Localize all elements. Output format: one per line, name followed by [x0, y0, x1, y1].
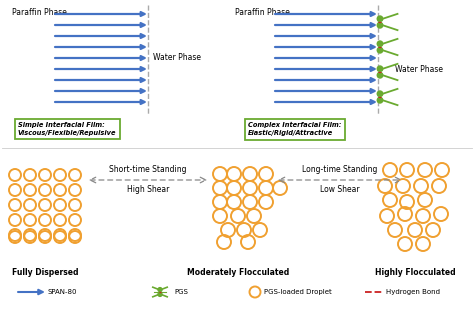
- Text: Simple Interfacial Film:
Viscous/Flexible/Repulsive: Simple Interfacial Film: Viscous/Flexibl…: [18, 122, 117, 136]
- Circle shape: [377, 16, 383, 21]
- Text: PGS: PGS: [174, 289, 188, 295]
- Circle shape: [377, 22, 383, 28]
- Text: Water Phase: Water Phase: [395, 66, 443, 75]
- Text: Water Phase: Water Phase: [153, 53, 201, 63]
- Circle shape: [158, 288, 162, 292]
- Text: Paraffin Phase: Paraffin Phase: [12, 8, 67, 17]
- Circle shape: [377, 72, 383, 78]
- Text: PGS-loaded Droplet: PGS-loaded Droplet: [264, 289, 332, 295]
- Circle shape: [377, 66, 383, 72]
- Text: High Shear: High Shear: [127, 185, 169, 194]
- Circle shape: [377, 41, 383, 47]
- Text: Complex Interfacial Film:
Elastic/Rigid/Attractive: Complex Interfacial Film: Elastic/Rigid/…: [248, 122, 341, 136]
- Text: Highly Flocculated: Highly Flocculated: [374, 268, 456, 277]
- Circle shape: [377, 91, 383, 96]
- Text: Short-time Standing: Short-time Standing: [109, 165, 187, 174]
- Text: Fully Dispersed: Fully Dispersed: [12, 268, 78, 277]
- Circle shape: [377, 48, 383, 53]
- Text: Hydrogen Bond: Hydrogen Bond: [386, 289, 440, 295]
- Circle shape: [377, 98, 383, 103]
- Text: Paraffin Phase: Paraffin Phase: [235, 8, 290, 17]
- Text: Moderately Flocculated: Moderately Flocculated: [187, 268, 289, 277]
- Circle shape: [158, 292, 162, 296]
- Text: Low Shear: Low Shear: [320, 185, 360, 194]
- Text: SPAN-80: SPAN-80: [48, 289, 78, 295]
- Text: Long-time Standing: Long-time Standing: [302, 165, 378, 174]
